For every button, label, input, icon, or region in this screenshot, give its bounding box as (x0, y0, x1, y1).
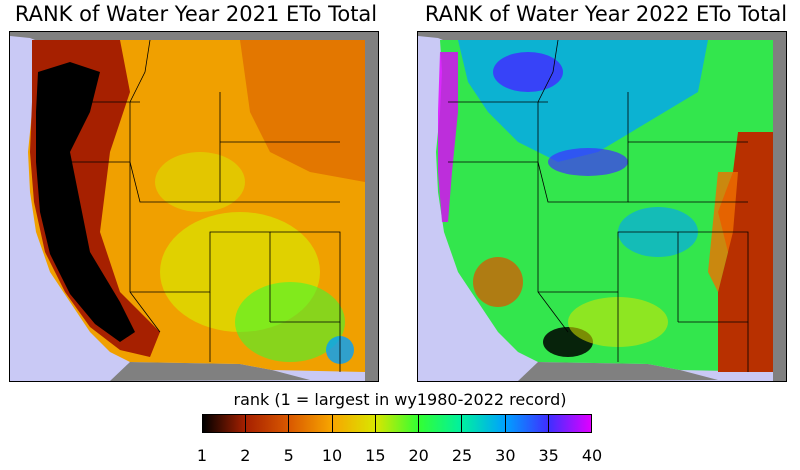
mid-yellow-zone (155, 152, 245, 212)
colorbar-tick-label: 5 (283, 446, 294, 465)
east-neighbor-land (365, 32, 378, 381)
colorbar-tick-label: 20 (408, 446, 429, 465)
colorbar-segment (419, 415, 463, 432)
north-purple-zone (493, 52, 563, 92)
canada-land (10, 32, 378, 46)
colorbar-segment (548, 415, 591, 432)
state-borders (448, 39, 749, 372)
colorbar-segment (246, 415, 290, 432)
mexico-land (110, 362, 310, 381)
left-map-title: RANK of Water Year 2021 ETo Total (14, 2, 378, 26)
map-wy2022-eto-rank (417, 31, 787, 382)
mid-purple-zone (548, 148, 628, 176)
coastal-black-zone (36, 62, 135, 342)
east-neighbor-land (773, 32, 786, 381)
coastal-magenta-zone (438, 52, 458, 222)
colorbar (202, 414, 592, 433)
state-borders (40, 39, 341, 372)
colorbar-tick-label: 2 (240, 446, 251, 465)
northeast-dark-zone (240, 40, 365, 182)
legend-title: rank (1 = largest in wy1980-2022 record) (233, 390, 567, 409)
mexico-land (518, 362, 718, 381)
colorbar-segment (203, 415, 247, 432)
colorbar-tick-label: 30 (495, 446, 516, 465)
colorbar-segment (505, 415, 549, 432)
map-2021-canvas (10, 32, 378, 381)
canada-land (418, 32, 786, 46)
colorbar-tick-label: 25 (451, 446, 473, 465)
colorbar-tick-label: 40 (581, 446, 603, 465)
colorbar-segment (289, 415, 333, 432)
colorbar-segment (332, 415, 376, 432)
colorbar-tick-label: 15 (365, 446, 386, 465)
right-map-title: RANK of Water Year 2022 ETo Total (424, 2, 788, 26)
map-2022-canvas (418, 32, 786, 381)
colorbar-segment (375, 415, 420, 432)
south-orange-zone (473, 257, 523, 307)
map-wy2021-eto-rank (9, 31, 379, 382)
colorbar-tick-label: 35 (538, 446, 559, 465)
colorbar-segment (462, 415, 506, 432)
colorbar-tick-label: 1 (196, 446, 208, 465)
colorbar-tick-label: 10 (321, 446, 343, 465)
